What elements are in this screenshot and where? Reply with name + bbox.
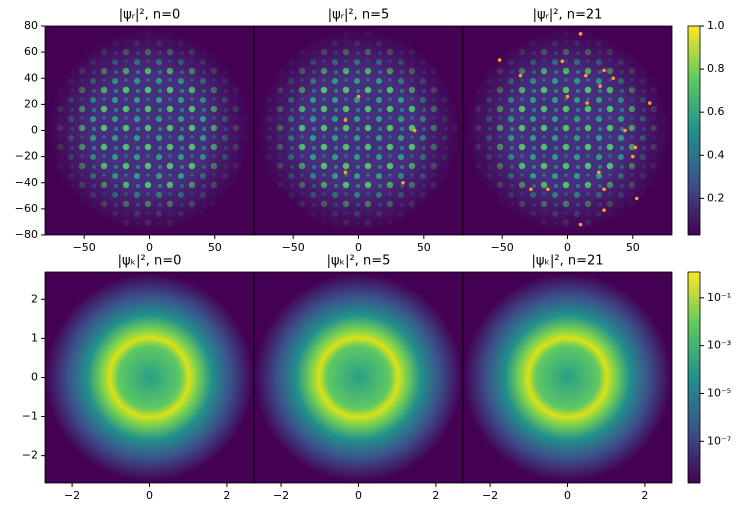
point xyxy=(497,58,502,62)
point xyxy=(631,154,635,159)
image xyxy=(254,26,463,235)
point xyxy=(623,128,627,133)
colorbar-tick-label: 0.2 xyxy=(707,191,725,204)
point xyxy=(602,68,606,73)
y-tick-label: 0 xyxy=(31,124,38,137)
point xyxy=(611,76,616,81)
image xyxy=(463,26,672,235)
x-tick-label: −2 xyxy=(64,489,80,502)
point xyxy=(647,101,652,105)
panel-title: |ψₖ|², n=0 xyxy=(118,254,182,269)
point xyxy=(529,187,533,192)
y-tick-label: −40 xyxy=(15,176,38,189)
point xyxy=(578,222,583,227)
y-tick-label: 2 xyxy=(31,292,38,305)
colorbar-tick-label: 0.6 xyxy=(707,105,725,118)
y-tick-label: −20 xyxy=(15,150,38,163)
image xyxy=(45,26,254,235)
y-tick-label: −2 xyxy=(22,449,38,462)
colorbar-tick-label: 10⁻¹ xyxy=(707,291,731,304)
x-tick-label: 2 xyxy=(641,489,648,502)
point xyxy=(401,180,405,185)
point xyxy=(518,73,523,78)
colorbar-tick-label: 10⁻³ xyxy=(707,339,731,352)
point xyxy=(343,118,348,122)
image-fade xyxy=(48,29,251,232)
y-tick-label: 0 xyxy=(31,371,38,384)
point xyxy=(602,187,606,192)
image xyxy=(45,272,254,483)
y-tick-label: −1 xyxy=(22,410,38,423)
point xyxy=(578,32,583,36)
x-tick-label: −2 xyxy=(273,489,289,502)
image-glow xyxy=(45,273,254,482)
x-tick-label: 0 xyxy=(564,241,571,254)
colorbar-tick-label: 10⁻⁷ xyxy=(707,434,731,447)
point xyxy=(583,73,588,78)
y-tick-label: 80 xyxy=(24,19,38,32)
x-tick-label: 0 xyxy=(355,241,362,254)
point xyxy=(585,101,589,105)
image-glow xyxy=(463,273,672,482)
x-tick-label: −50 xyxy=(73,241,96,254)
image-fade xyxy=(257,29,460,232)
point xyxy=(633,145,638,150)
panel-title: |ψₖ|², n=21 xyxy=(531,254,603,269)
x-tick-label: 2 xyxy=(223,489,230,502)
y-tick-label: 60 xyxy=(24,45,38,58)
y-tick-label: −80 xyxy=(15,228,38,241)
x-tick-label: 0 xyxy=(564,489,571,502)
image xyxy=(254,272,463,483)
point xyxy=(560,59,565,64)
x-tick-label: −2 xyxy=(482,489,498,502)
point xyxy=(546,187,550,192)
point xyxy=(565,94,570,99)
x-tick-label: 0 xyxy=(355,489,362,502)
x-tick-label: 50 xyxy=(626,241,640,254)
point xyxy=(634,196,639,201)
point xyxy=(597,170,601,175)
colorbar-tick-label: 10⁻⁵ xyxy=(707,386,731,399)
y-tick-label: 1 xyxy=(31,331,38,344)
x-tick-label: −50 xyxy=(282,241,305,254)
image-fade xyxy=(466,29,669,232)
x-tick-label: 2 xyxy=(432,489,439,502)
image-glow xyxy=(254,273,463,482)
panel-title: |ψₖ|², n=5 xyxy=(327,254,391,269)
image xyxy=(463,272,672,483)
panel-title: |ψᵣ|², n=0 xyxy=(119,8,181,23)
y-tick-label: 40 xyxy=(24,71,38,84)
point xyxy=(356,94,361,99)
point xyxy=(602,208,606,212)
panel-title: |ψᵣ|², n=21 xyxy=(533,8,603,23)
point xyxy=(343,170,348,175)
colorbar xyxy=(687,25,701,236)
point xyxy=(598,84,602,88)
x-tick-label: 0 xyxy=(146,489,153,502)
y-tick-label: 20 xyxy=(24,97,38,110)
x-tick-label: 0 xyxy=(146,241,153,254)
colorbar-tick-label: 0.8 xyxy=(707,62,725,75)
colorbar-tick-label: 1.0 xyxy=(707,19,725,32)
colorbar xyxy=(687,271,701,484)
panel-title: |ψᵣ|², n=5 xyxy=(328,8,390,23)
y-tick-label: −60 xyxy=(15,202,38,215)
x-tick-label: 50 xyxy=(417,241,431,254)
x-tick-label: 50 xyxy=(208,241,222,254)
point xyxy=(412,128,417,133)
colorbar-tick-label: 0.4 xyxy=(707,148,725,161)
x-tick-label: −50 xyxy=(491,241,514,254)
